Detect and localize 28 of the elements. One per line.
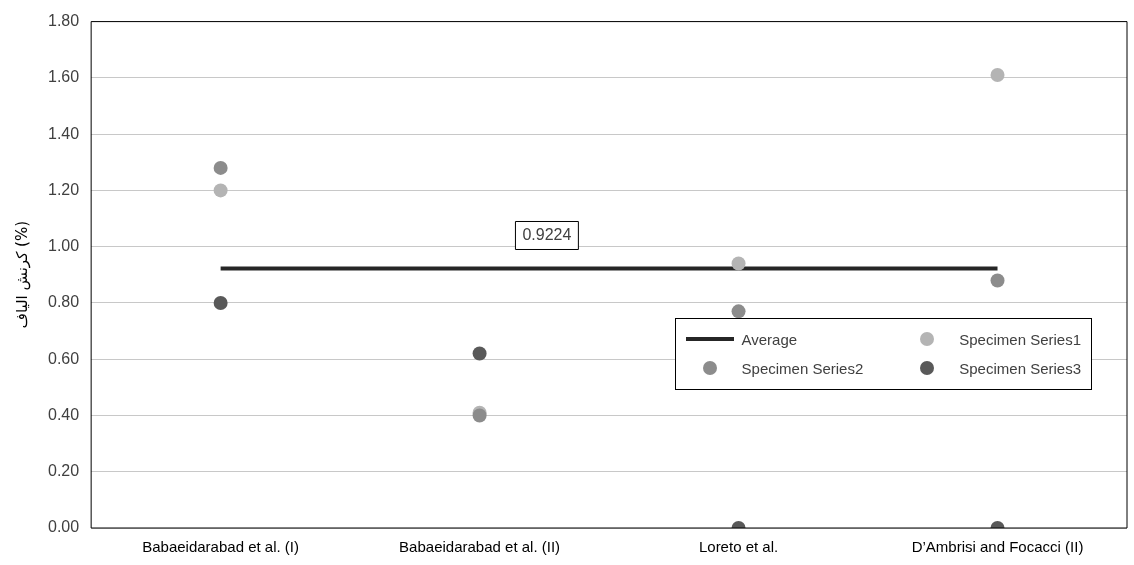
point [213,295,228,310]
x-tick-label: Babaeidarabad et al. (I) [142,538,300,556]
x-tick-label: D’Ambrisi and Focacci (II) [911,538,1084,556]
point [990,68,1005,83]
point [731,304,746,319]
y-tick-label: 0.40 [48,405,80,423]
y-tick-label: 0.00 [48,518,80,536]
legend-label: Specimen Series3 [959,359,1081,377]
point [213,183,228,198]
y-tick-label: 1.00 [48,237,80,255]
y-tick-label: 0.20 [48,462,80,480]
annotation: 0.9224 [522,225,572,243]
y-tick-label: 1.40 [48,124,80,142]
point [213,160,228,175]
legend-label: Average [741,330,798,348]
y-tick-label: 0.80 [48,293,80,311]
y-tick-label: 0.60 [48,349,80,367]
y-tick-label: 1.20 [48,180,80,198]
y-tick-label: 1.80 [48,12,80,30]
point [990,273,1005,288]
legend-label: Specimen Series1 [959,330,1081,348]
x-tick-label: Loreto et al. [698,538,779,556]
legend-label: Specimen Series2 [741,359,864,377]
point [472,346,487,361]
y-axis-title: کرنش الیاف (%) [12,221,31,329]
y-tick-label: 1.60 [48,68,80,86]
point [731,256,746,271]
x-tick-label: Babaeidarabad et al. (II) [399,538,561,556]
